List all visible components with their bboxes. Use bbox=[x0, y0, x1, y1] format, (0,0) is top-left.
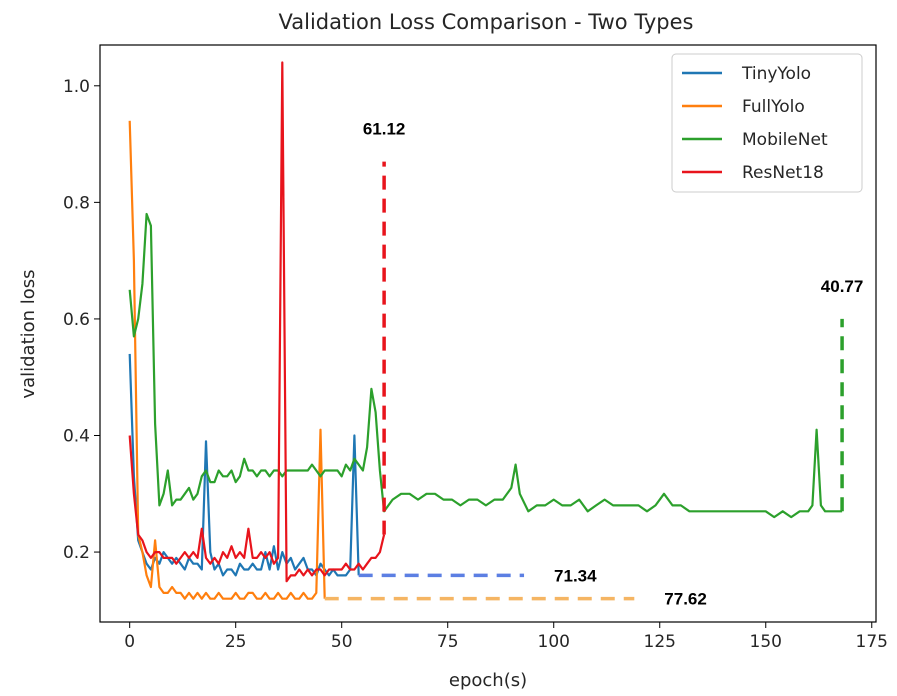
legend-label: TinyYolo bbox=[741, 64, 811, 84]
plot-frame bbox=[99, 44, 877, 623]
x-tick-label: 25 bbox=[225, 632, 247, 652]
y-tick-label: 0.8 bbox=[63, 193, 90, 213]
x-tick-label: 100 bbox=[538, 632, 570, 652]
annotation-layer: 61.12 40.77 71.34 77.62 bbox=[324, 120, 864, 609]
y-tick-label: 1.0 bbox=[63, 77, 90, 97]
legend-label: ResNet18 bbox=[742, 163, 824, 183]
x-tick-label: 75 bbox=[437, 632, 459, 652]
y-tick-label: 0.4 bbox=[63, 426, 90, 446]
x-axis: 0 25 50 75 100 125 150 175 bbox=[124, 622, 888, 652]
x-tick-label: 50 bbox=[331, 632, 353, 652]
y-axis: 0.2 0.4 0.6 0.8 1.0 bbox=[63, 77, 100, 563]
y-axis-label: validation loss bbox=[18, 269, 39, 398]
legend-label: FullYolo bbox=[742, 97, 805, 117]
y-tick-label: 0.6 bbox=[63, 310, 90, 330]
chart-title: Validation Loss Comparison - Two Types bbox=[279, 10, 694, 34]
series-line-mobilenet bbox=[128, 212, 843, 519]
legend: TinyYolo FullYolo MobileNet ResNet18 bbox=[671, 53, 863, 193]
annotation-label: 40.77 bbox=[821, 277, 864, 296]
series-line-resnet18 bbox=[128, 61, 386, 583]
x-tick-label: 125 bbox=[644, 632, 676, 652]
x-axis-label: epoch(s) bbox=[449, 670, 527, 691]
series-line-fullyolo bbox=[128, 120, 326, 600]
x-tick-label: 175 bbox=[856, 632, 888, 652]
annotation-label: 71.34 bbox=[554, 566, 597, 585]
legend-box bbox=[671, 53, 863, 193]
legend-label: MobileNet bbox=[742, 130, 828, 150]
x-tick-label: 0 bbox=[124, 632, 135, 652]
series-layer bbox=[128, 61, 843, 600]
annotation-label: 77.62 bbox=[664, 590, 707, 609]
x-tick-label: 150 bbox=[750, 632, 782, 652]
y-tick-label: 0.2 bbox=[63, 543, 90, 563]
annotation-label: 61.12 bbox=[363, 120, 406, 139]
